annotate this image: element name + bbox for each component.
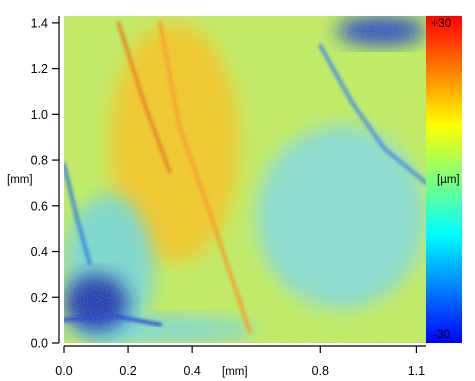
colorbar-unit-label: [µm]	[437, 174, 460, 186]
x-tick-label-4: 1.1	[408, 364, 425, 378]
height-map-plot	[64, 16, 426, 343]
y-tick-label-0: 0.0	[31, 337, 48, 351]
x-tick-label-1: 0.2	[119, 364, 136, 378]
surface-texture	[64, 16, 426, 343]
y-tick-label-5: 1.0	[31, 108, 48, 122]
x-axis-ticks: 0.0 0.2 0.4 0.8 1.1	[55, 346, 425, 378]
colorbar	[426, 16, 462, 343]
y-tick-label-2: 0.4	[31, 245, 48, 259]
colorbar-max-label: +30	[431, 16, 452, 30]
y-axis-label: [mm]	[7, 174, 33, 186]
colorbar-min-label: -30	[433, 327, 451, 341]
y-tick-label-1: 0.2	[31, 291, 48, 305]
x-tick-label-2: 0.4	[183, 364, 200, 378]
x-tick-label-3: 0.8	[312, 364, 329, 378]
x-axis-label: [mm]	[222, 366, 248, 378]
y-tick-label-3: 0.6	[31, 199, 48, 213]
y-axis-ticks: 0.0 0.2 0.4 0.6 0.8 1.0 1.2 1.4	[31, 16, 59, 351]
x-tick-label-0: 0.0	[55, 364, 72, 378]
y-tick-label-4: 0.8	[31, 154, 48, 168]
y-tick-label-7: 1.4	[31, 16, 48, 30]
y-tick-label-6: 1.2	[31, 62, 48, 76]
